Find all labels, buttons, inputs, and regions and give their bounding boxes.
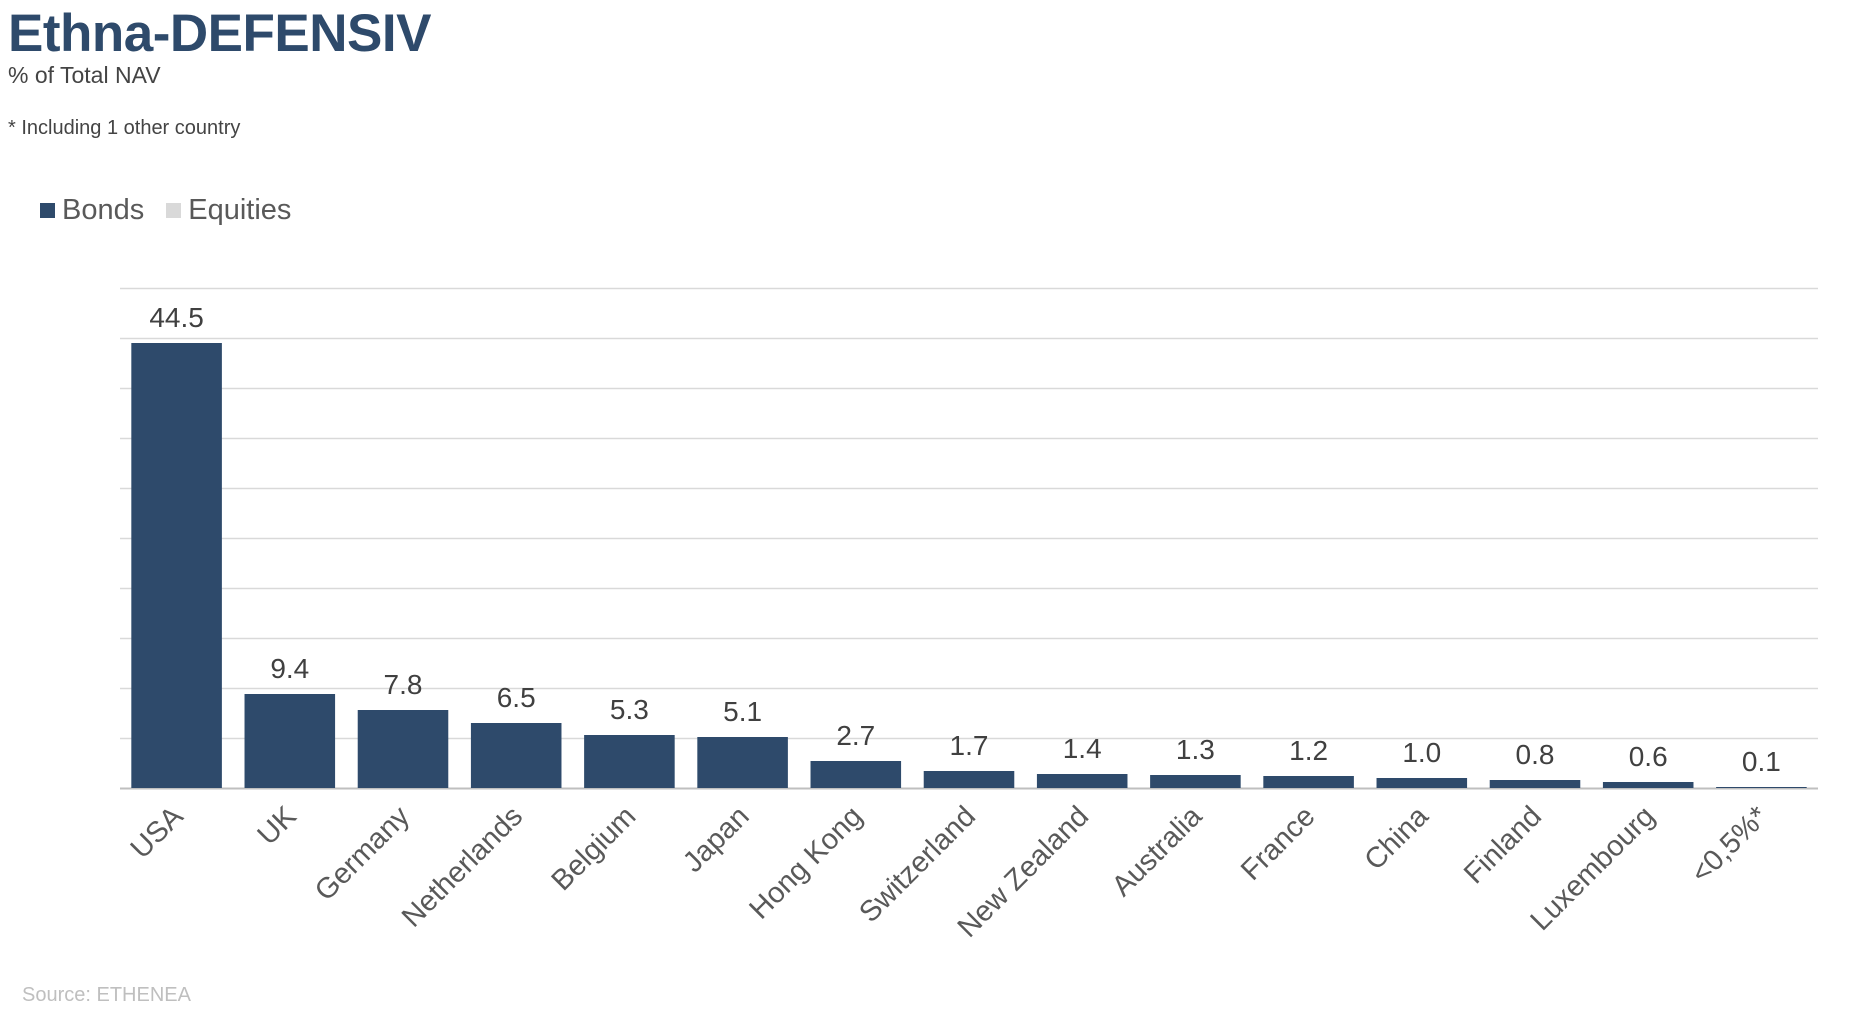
bar-bonds-5 xyxy=(697,737,788,788)
chart-subtitle: % of Total NAV xyxy=(8,62,161,88)
bar-bonds-2 xyxy=(357,710,449,788)
bar-bonds-3 xyxy=(470,723,562,788)
legend-swatch-equities xyxy=(166,203,182,218)
data-label-0: 44.5 xyxy=(149,302,204,333)
category-label-1: UK xyxy=(252,800,304,852)
category-label-0: USA xyxy=(125,800,190,865)
data-label-12: 0.8 xyxy=(1516,739,1555,770)
category-label-2: Germany xyxy=(309,800,416,907)
category-label-11: China xyxy=(1359,800,1436,877)
bar-bonds-12 xyxy=(1489,780,1581,788)
bar-bonds-7 xyxy=(923,771,1015,788)
data-label-5: 5.1 xyxy=(723,696,762,727)
data-label-8: 1.4 xyxy=(1063,733,1102,764)
legend-swatch-bonds xyxy=(40,203,55,218)
legend-item-equities: Equities xyxy=(166,194,291,227)
data-label-2: 7.8 xyxy=(384,669,423,700)
legend-label-bonds: Bonds xyxy=(62,194,145,226)
category-label-12: Finland xyxy=(1458,800,1548,890)
category-label-9: Australia xyxy=(1106,800,1209,903)
category-label-14: <0,5%* xyxy=(1685,800,1774,889)
chart-title: Ethna-DEFENSIV xyxy=(8,4,431,63)
category-label-3: Netherlands xyxy=(396,800,529,933)
bar-bonds-10 xyxy=(1263,776,1354,788)
data-label-11: 1.0 xyxy=(1402,737,1441,768)
bar-bonds-13 xyxy=(1602,782,1694,788)
bar-bonds-8 xyxy=(1036,774,1128,788)
category-label-10: France xyxy=(1235,800,1321,886)
chart-footnote: * Including 1 other country xyxy=(8,117,241,139)
data-label-7: 1.7 xyxy=(950,730,989,761)
bar-bonds-6 xyxy=(810,761,902,788)
bar-bonds-11 xyxy=(1376,778,1468,788)
category-label-6: Hong Kong xyxy=(744,800,869,925)
category-label-4: Belgium xyxy=(546,800,643,897)
bar-bonds-1 xyxy=(244,694,336,788)
chart-legend: Bonds Equities xyxy=(40,194,313,227)
data-label-6: 2.7 xyxy=(836,720,875,751)
bar-bonds-0 xyxy=(131,343,222,788)
data-label-1: 9.4 xyxy=(270,653,309,684)
legend-item-bonds: Bonds xyxy=(40,194,144,227)
source-note: Source: ETHENEA xyxy=(22,984,191,1006)
bar-bonds-4 xyxy=(584,735,675,788)
legend-label-equities: Equities xyxy=(188,194,292,226)
data-label-4: 5.3 xyxy=(610,694,649,725)
category-label-5: Japan xyxy=(677,800,755,878)
data-label-3: 6.5 xyxy=(497,682,536,713)
data-label-9: 1.3 xyxy=(1176,734,1215,765)
data-label-14: 0.1 xyxy=(1742,746,1781,777)
data-label-13: 0.6 xyxy=(1629,741,1668,772)
bar-bonds-9 xyxy=(1150,775,1241,788)
bar-bonds-14 xyxy=(1716,787,1807,788)
data-label-10: 1.2 xyxy=(1289,735,1328,766)
